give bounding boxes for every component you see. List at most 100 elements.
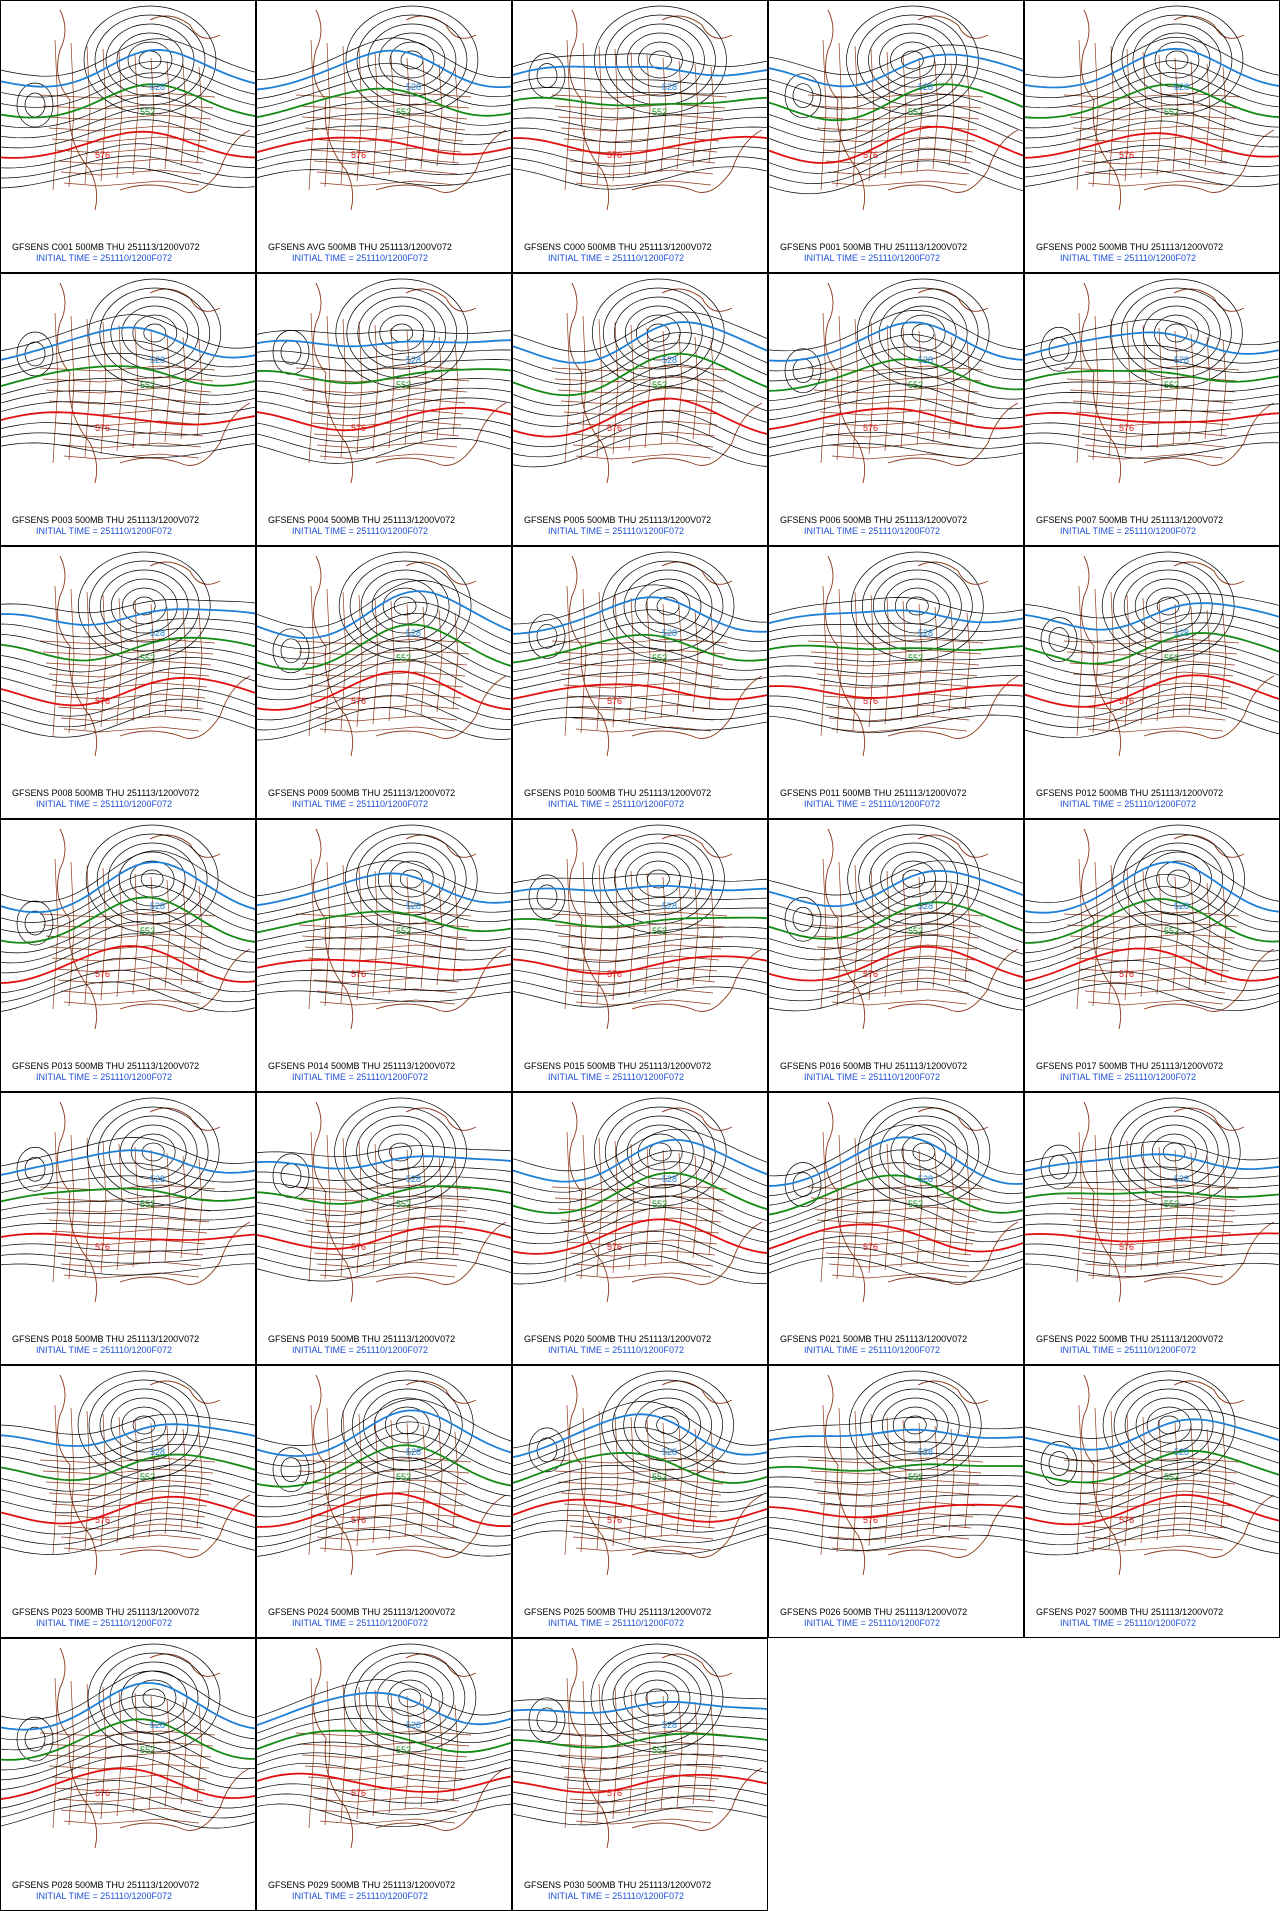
panel-title: GFSENS P008 500MB THU 251113/1200V072 [12, 788, 199, 798]
contour [1156, 860, 1201, 898]
border-line [316, 442, 458, 449]
panel-subtitle: INITIAL TIME = 251110/1200F072 [292, 526, 428, 536]
border-line [831, 1545, 968, 1552]
contour [880, 851, 947, 907]
contour [512, 1128, 768, 1172]
contour [512, 1451, 768, 1484]
contour [0, 401, 256, 415]
contour-label: 528 [1174, 1447, 1189, 1457]
border-line [1076, 858, 1083, 1010]
contour-label: 552 [652, 653, 667, 663]
border-line [295, 638, 472, 645]
contour [768, 334, 1024, 372]
border-line [676, 333, 683, 443]
border-line [551, 1457, 728, 1464]
border-line [1084, 715, 1226, 722]
border-line [340, 1410, 347, 1550]
contour [768, 704, 1024, 722]
border-line [948, 63, 955, 167]
contour [645, 587, 691, 625]
contour [512, 331, 768, 375]
contour [903, 1415, 927, 1435]
contour [0, 155, 256, 179]
contour-label: 552 [140, 1745, 155, 1755]
map-panel: 528 552 576 GFSENS P005 500MB THU 251113/12… [512, 273, 768, 546]
border-line [319, 180, 456, 187]
contour [879, 32, 946, 88]
border-line [916, 57, 923, 173]
contour-label: 576 [95, 1242, 110, 1252]
border-line [807, 638, 984, 645]
contour [256, 1247, 512, 1271]
border-line [60, 988, 202, 995]
border-line [1092, 588, 1099, 734]
border-line [572, 715, 714, 722]
contour [0, 981, 256, 1013]
border-line [452, 885, 459, 983]
contour [1145, 587, 1191, 625]
contour [16, 1716, 54, 1762]
panel-title: GFSENS P014 500MB THU 251113/1200V072 [268, 1061, 455, 1071]
contour-label: 552 [1164, 380, 1179, 390]
border-line [884, 597, 891, 725]
border-line [196, 612, 203, 710]
border-line [340, 1683, 347, 1823]
panel-title: GFSENS P018 500MB THU 251113/1200V072 [12, 1334, 199, 1344]
border-line [148, 330, 155, 446]
contour [512, 116, 768, 131]
panel-subtitle: INITIAL TIME = 251110/1200F072 [1060, 1618, 1196, 1628]
contour [911, 323, 935, 343]
contour [1024, 1252, 1280, 1266]
border-line [356, 48, 363, 182]
contour [768, 1124, 1024, 1177]
map-panel: 528 552 576 GFSENS P003 500MB THU 251113/12… [0, 273, 256, 546]
contour [272, 628, 310, 674]
map-area: 528 552 576 [0, 5, 256, 211]
contour [768, 901, 1024, 940]
contour-label: 552 [1164, 1199, 1179, 1209]
panel-border [0, 0, 256, 273]
contour [512, 1743, 768, 1760]
contour [1024, 935, 1280, 973]
contour [346, 287, 458, 379]
border-line [308, 1677, 315, 1829]
contour [512, 65, 768, 77]
panel-border [512, 1365, 768, 1638]
contour-label: 576 [95, 1515, 110, 1525]
contour-label: 528 [406, 628, 421, 638]
map-panel: 528 552 576 GFSENS P002 500MB THU 251113/12… [1024, 0, 1280, 273]
contour [512, 1773, 768, 1794]
border-line [596, 591, 603, 731]
contour-label: 552 [652, 1745, 667, 1755]
contour [792, 83, 814, 109]
contour [389, 1142, 412, 1162]
contour [881, 1397, 949, 1453]
border-line [132, 1146, 139, 1268]
panel-title: GFSENS P029 500MB THU 251113/1200V072 [268, 1880, 455, 1890]
map-panel: 528 552 576 GFSENS P009 500MB THU 251113/12… [256, 546, 512, 819]
map-panel: 528 552 576 GFSENS P006 500MB THU 251113/12… [768, 273, 1024, 546]
contour [256, 1762, 512, 1782]
contour [1113, 1379, 1225, 1471]
border-line [813, 660, 980, 667]
contour [1110, 278, 1243, 388]
border-line [1076, 1131, 1083, 1283]
contour-label: 552 [1164, 653, 1179, 663]
border-line [1204, 609, 1211, 713]
contour [0, 676, 256, 707]
contour [512, 135, 768, 156]
contour [627, 32, 694, 88]
contour [0, 1485, 256, 1514]
contour [512, 386, 768, 427]
panel-subtitle: INITIAL TIME = 251110/1200F072 [548, 253, 684, 263]
coastline [313, 1647, 507, 1849]
contour [768, 1474, 1024, 1483]
panel-title: GFSENS P025 500MB THU 251113/1200V072 [524, 1607, 711, 1617]
border-line [564, 585, 571, 737]
contour [256, 368, 512, 385]
border-line [301, 933, 468, 940]
border-line [1092, 42, 1099, 188]
contour [1024, 411, 1280, 424]
contour [0, 340, 256, 370]
border-line [1172, 1422, 1179, 1538]
